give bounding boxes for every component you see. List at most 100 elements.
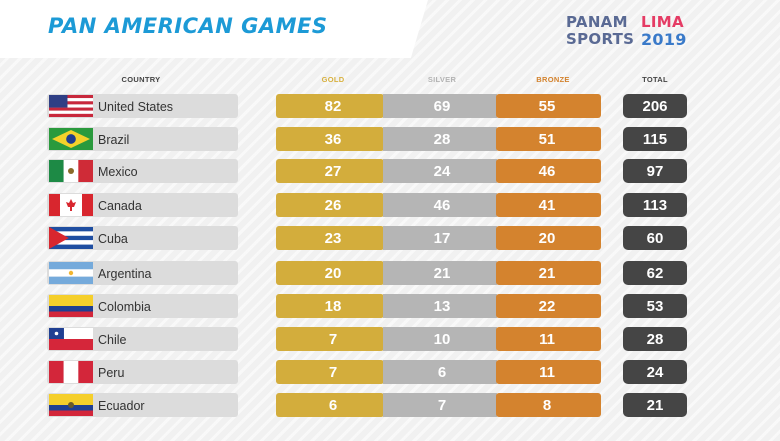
bronze-value: 8 — [543, 397, 551, 414]
country-cell-bg — [47, 127, 238, 151]
silver-cell — [383, 360, 497, 384]
gold-value: 20 — [325, 265, 342, 282]
bronze-cell — [496, 393, 601, 417]
total-cell — [623, 327, 687, 351]
total-cell — [623, 393, 687, 417]
total-value: 62 — [647, 265, 664, 282]
bronze-value: 22 — [539, 298, 556, 315]
bronze-cell — [496, 127, 601, 151]
panam-sports-logo: PANAM SPORTS — [566, 13, 635, 48]
header-silver: SILVER — [428, 75, 457, 84]
bronze-value: 41 — [539, 197, 556, 214]
total-value: 21 — [647, 397, 664, 414]
total-value: 97 — [647, 163, 664, 180]
bronze-cell — [496, 261, 601, 285]
gold-value: 18 — [325, 298, 342, 315]
gold-cell — [276, 294, 384, 318]
total-value: 28 — [647, 331, 664, 348]
silver-value: 10 — [434, 331, 451, 348]
total-value: 53 — [647, 298, 664, 315]
country-name-mexico: Mexico — [98, 165, 138, 179]
flag-chile-icon — [49, 328, 93, 350]
flag-canada-icon — [49, 194, 93, 216]
table-row: Cuba 23 17 20 60 — [47, 226, 687, 250]
country-cell-bg — [47, 360, 238, 384]
logo-lima-line2: 2019 — [641, 30, 687, 49]
total-cell — [623, 193, 687, 217]
gold-cell — [276, 226, 384, 250]
silver-cell — [383, 327, 497, 351]
gold-value: 23 — [325, 230, 342, 247]
flag-usa-icon — [49, 95, 93, 117]
silver-cell — [383, 226, 497, 250]
gold-value: 6 — [329, 397, 337, 414]
header-total: TOTAL — [642, 75, 668, 84]
silver-value: 7 — [438, 397, 446, 414]
bronze-value: 55 — [539, 98, 556, 115]
bronze-value: 51 — [539, 131, 556, 148]
logo-lima-line1: LIMA — [641, 13, 684, 31]
country-cell-bg — [47, 193, 238, 217]
country-name-canada: Canada — [98, 199, 142, 213]
total-value: 115 — [643, 131, 667, 148]
flag-colombia-icon — [49, 295, 93, 317]
gold-cell — [276, 127, 384, 151]
total-cell — [623, 127, 687, 151]
bronze-value: 11 — [539, 364, 555, 381]
total-cell — [623, 261, 687, 285]
silver-value: 24 — [434, 163, 451, 180]
bronze-cell — [496, 159, 601, 183]
flag-peru-icon — [49, 361, 93, 383]
country-cell-bg — [47, 261, 238, 285]
gold-cell — [276, 94, 384, 118]
bronze-cell — [496, 294, 601, 318]
gold-value: 7 — [329, 331, 337, 348]
silver-cell — [383, 159, 497, 183]
flag-argentina-icon — [49, 262, 93, 284]
silver-value: 21 — [434, 265, 451, 282]
silver-value: 46 — [434, 197, 451, 214]
flag-brazil-icon — [49, 128, 93, 150]
logo-panam-line1: PANAM — [566, 13, 628, 31]
table-row: Chile 7 10 11 28 — [47, 327, 687, 351]
gold-value: 82 — [325, 98, 342, 115]
gold-value: 27 — [325, 163, 342, 180]
silver-value: 17 — [434, 230, 451, 247]
logo-panam-line2: SPORTS — [566, 30, 635, 48]
country-cell-bg — [47, 327, 238, 351]
total-value: 113 — [643, 197, 667, 214]
table-row: Canada 26 46 41 113 — [47, 193, 687, 217]
silver-cell — [383, 393, 497, 417]
silver-value: 6 — [438, 364, 446, 381]
total-cell — [623, 294, 687, 318]
country-name-peru: Peru — [98, 366, 124, 380]
gold-cell — [276, 393, 384, 417]
bronze-value: 21 — [539, 265, 556, 282]
bronze-value: 11 — [539, 331, 555, 348]
gold-value: 7 — [329, 364, 337, 381]
header-country: COUNTRY — [122, 75, 161, 84]
country-name-united-states: United States — [98, 100, 173, 114]
bronze-cell — [496, 327, 601, 351]
table-row: Ecuador 6 7 8 21 — [47, 393, 687, 417]
gold-cell — [276, 159, 384, 183]
header-gold: GOLD — [322, 75, 345, 84]
bronze-value: 20 — [539, 230, 556, 247]
total-value: 206 — [642, 98, 667, 115]
country-cell-bg — [47, 294, 238, 318]
silver-value: 28 — [434, 131, 451, 148]
country-name-colombia: Colombia — [98, 300, 151, 314]
country-name-argentina: Argentina — [98, 267, 152, 281]
total-cell — [623, 94, 687, 118]
lima-2019-logo: LIMA 2019 — [641, 13, 697, 49]
bronze-cell — [496, 360, 601, 384]
table-row: United States 82 69 55 206 — [47, 94, 687, 118]
silver-cell — [383, 294, 497, 318]
country-cell-bg — [47, 393, 238, 417]
country-cell-bg — [47, 226, 238, 250]
silver-value: 13 — [434, 298, 451, 315]
silver-cell — [383, 94, 497, 118]
total-value: 24 — [647, 364, 664, 381]
country-cell-bg — [47, 159, 238, 183]
flag-mexico-icon — [49, 160, 93, 182]
